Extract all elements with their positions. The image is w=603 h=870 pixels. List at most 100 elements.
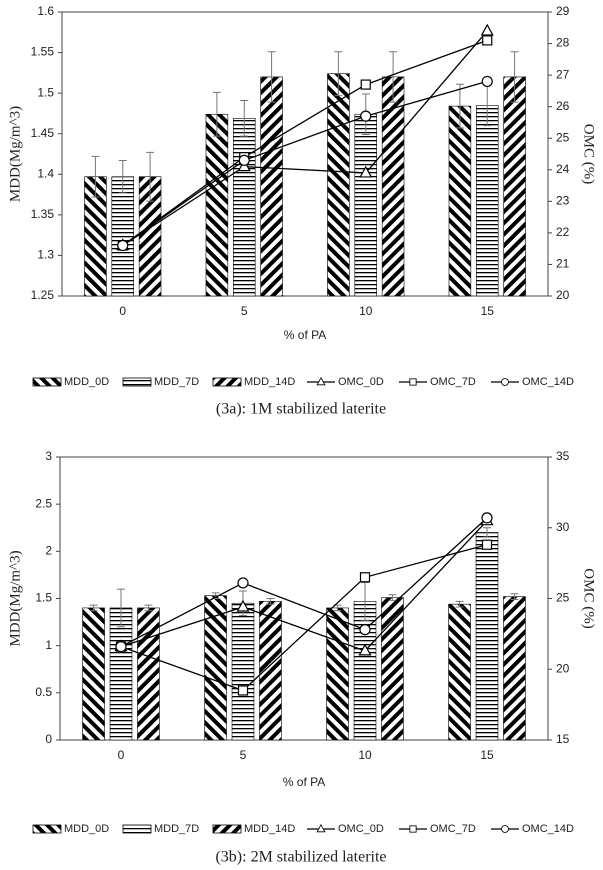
- error-bar: [483, 527, 491, 538]
- x-axis-label: % of PA: [283, 775, 325, 789]
- y2-tick-label: 26: [556, 99, 570, 113]
- error-bar: [267, 51, 276, 103]
- marker: [359, 624, 371, 636]
- legend-label: OMC_7D: [430, 376, 476, 388]
- marker: [359, 165, 373, 178]
- x-tick-label: 15: [480, 748, 494, 762]
- marker: [482, 35, 493, 46]
- x-axis-label: % of PA: [284, 328, 326, 342]
- error-bar: [144, 604, 153, 612]
- bar: [476, 105, 499, 297]
- bar: [503, 76, 526, 297]
- y-tick-label: 1.3: [37, 248, 54, 262]
- legend-label: MDD_14D: [244, 823, 295, 835]
- error-bar: [240, 99, 249, 137]
- caption: (3b): 2M stabilized laterite: [215, 849, 386, 866]
- marker: [115, 641, 127, 653]
- y2-tick-label: 20: [556, 288, 570, 302]
- y2-tick-label: 15: [556, 732, 570, 746]
- y-tick-label: 1.5: [37, 85, 54, 99]
- y2-tick-label: 28: [556, 36, 570, 50]
- bar: [381, 597, 404, 741]
- y-tick-label: 2: [45, 544, 52, 558]
- line: [120, 517, 488, 648]
- x-tick-label: 0: [118, 748, 125, 762]
- bar: [204, 595, 227, 741]
- plot-area: [61, 11, 549, 297]
- marker: [236, 599, 250, 612]
- legend-label: OMC_7D: [430, 823, 476, 835]
- y2-axis-label: OMC (%): [581, 568, 597, 628]
- marker: [480, 23, 494, 36]
- x-tick-label: 10: [358, 748, 372, 762]
- y2-axis-label: OMC (%): [581, 124, 597, 184]
- y-tick-label: 1.25: [31, 288, 55, 302]
- bar: [205, 113, 229, 297]
- y-tick-label: 2.5: [35, 496, 52, 510]
- y2-tick-label: 23: [556, 194, 570, 208]
- caption: (3a): 1M stabilized laterite: [216, 401, 386, 418]
- y-axis-label: MDD(Mg/m^3): [7, 106, 23, 202]
- y-axis-label: MDD(Mg/m^3): [7, 550, 23, 646]
- legend-swatch: [212, 824, 242, 834]
- y-tick-label: 0.5: [35, 685, 52, 699]
- bar: [327, 73, 350, 297]
- marker: [501, 378, 509, 386]
- y-tick-label: 1.35: [31, 207, 55, 221]
- error-bar: [117, 588, 125, 628]
- y-tick-label: 1.5: [35, 591, 52, 605]
- legend-label: OMC_14D: [522, 376, 574, 388]
- line: [122, 80, 488, 247]
- bar: [233, 117, 256, 297]
- error-bar: [118, 159, 127, 194]
- bar: [109, 607, 133, 741]
- marker: [481, 539, 493, 550]
- marker: [481, 512, 493, 524]
- bar: [448, 105, 472, 297]
- bar: [354, 113, 377, 297]
- legend-label: MDD_14D: [244, 376, 295, 388]
- y-tick-label: 1.45: [31, 126, 55, 140]
- y-tick-label: 1.55: [31, 45, 55, 59]
- bar: [503, 596, 526, 741]
- y2-tick-label: 27: [556, 67, 570, 81]
- y2-tick-label: 25: [556, 130, 570, 144]
- error-bar: [334, 51, 343, 97]
- bar: [231, 602, 255, 741]
- bar: [475, 532, 499, 741]
- error-bar: [455, 600, 464, 608]
- x-tick-label: 15: [481, 304, 495, 318]
- legend-swatch: [122, 824, 152, 834]
- line: [120, 520, 488, 652]
- y2-tick-label: 25: [556, 591, 570, 605]
- marker: [409, 825, 417, 833]
- y2-tick-label: 29: [556, 4, 570, 18]
- y-tick-label: 1: [45, 638, 52, 652]
- marker: [360, 79, 371, 90]
- marker: [409, 378, 417, 386]
- marker: [501, 825, 509, 833]
- error-bar: [389, 51, 398, 103]
- bar: [448, 603, 471, 741]
- y-tick-label: 3: [45, 449, 52, 463]
- error-bar: [146, 151, 155, 202]
- legend-swatch: [32, 824, 62, 834]
- marker: [237, 577, 249, 589]
- marker: [359, 572, 371, 583]
- error-bar: [212, 91, 221, 137]
- legend: MDD_0D MDD_7D MDD_14D OMC_0D OMC_7D OMC_14D: [32, 376, 574, 388]
- y2-tick-label: 21: [556, 257, 570, 271]
- x-tick-label: 5: [240, 748, 247, 762]
- legend-label: MDD_7D: [154, 823, 199, 835]
- error-bar: [91, 155, 100, 198]
- marker: [117, 239, 129, 252]
- legend-swatch: [32, 377, 62, 387]
- legend-swatch: [122, 377, 152, 387]
- marker: [481, 75, 493, 88]
- error-bar: [510, 51, 519, 103]
- bar: [259, 601, 282, 741]
- x-tick-label: 0: [119, 304, 126, 318]
- y2-tick-label: 22: [556, 225, 570, 239]
- error-bar: [388, 594, 397, 601]
